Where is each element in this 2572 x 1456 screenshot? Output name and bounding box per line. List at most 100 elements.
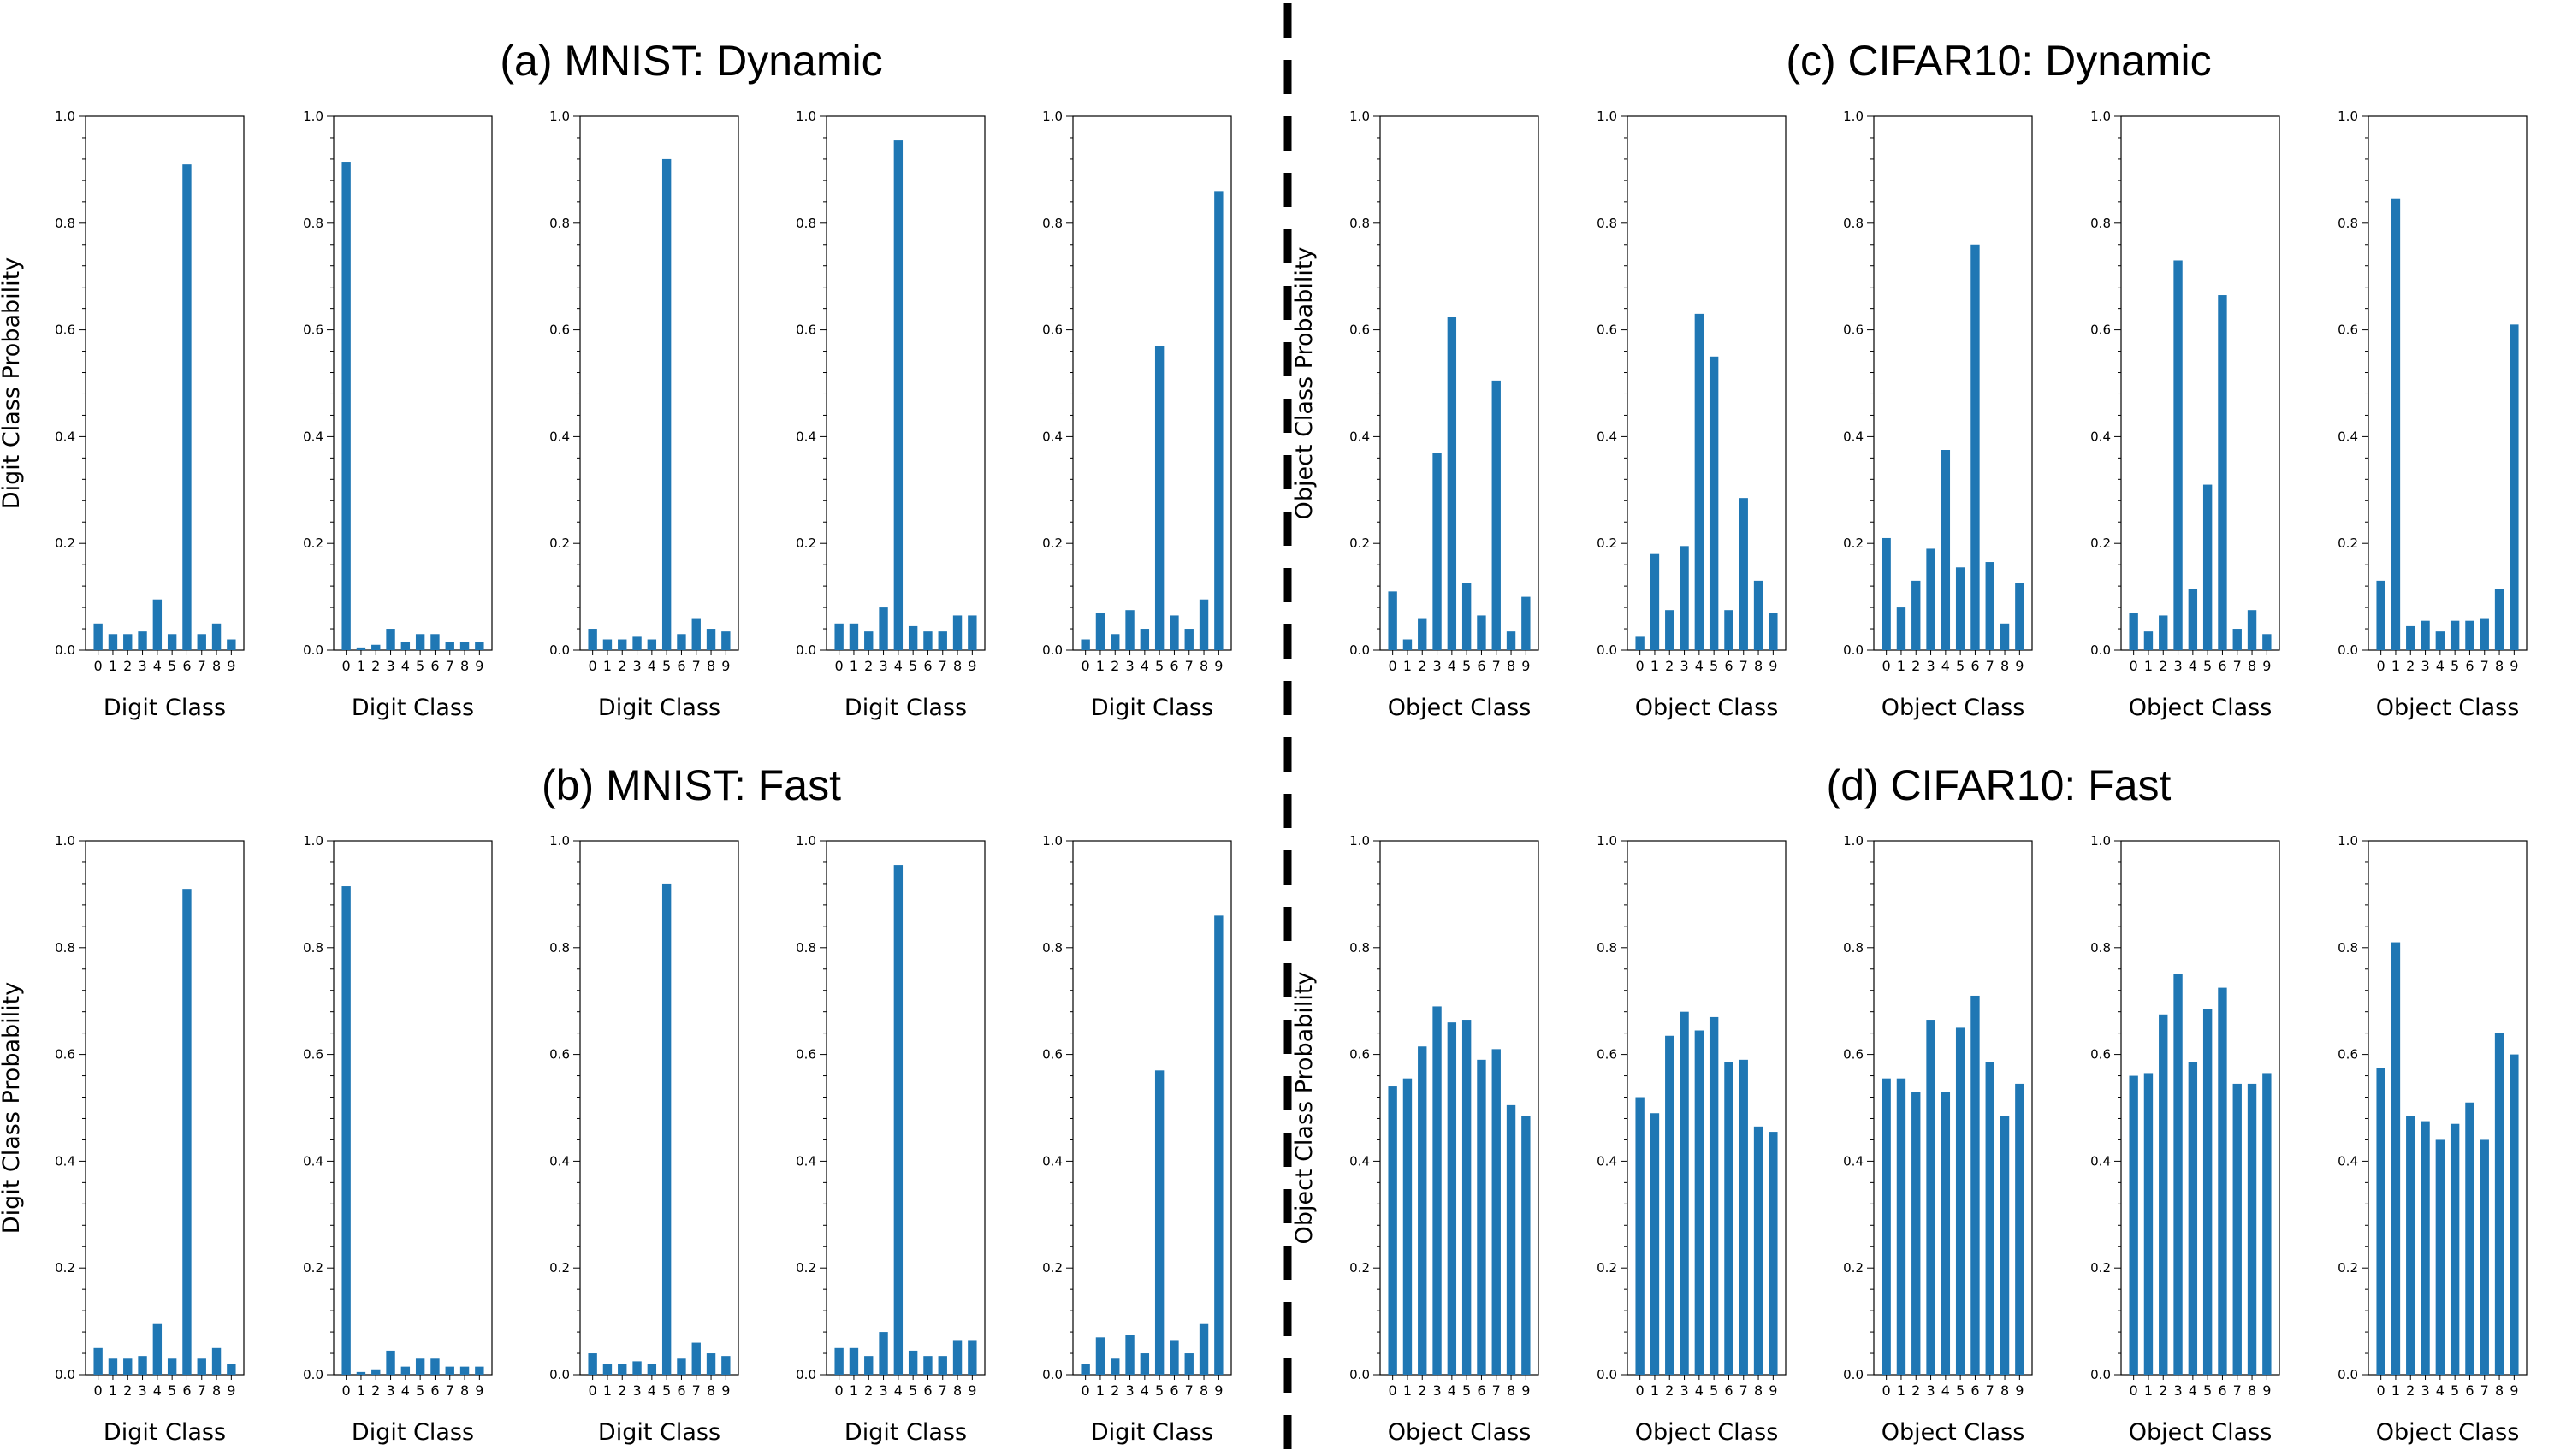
x-tick-label: 4	[401, 658, 410, 674]
x-tick-label: 0	[1636, 658, 1645, 674]
x-tick-label: 0	[2130, 1382, 2138, 1399]
y-tick-label: 0.2	[2338, 1260, 2358, 1275]
x-tick-label: 2	[123, 1382, 132, 1399]
bar	[108, 1358, 118, 1375]
bar	[123, 1358, 133, 1375]
y-tick-label: 0.6	[1843, 323, 1864, 338]
y-tick-label: 0.2	[1843, 1260, 1864, 1275]
bar	[2173, 260, 2183, 650]
bar	[938, 631, 947, 650]
x-tick-label: 2	[1665, 658, 1674, 674]
bar	[1739, 1059, 1748, 1375]
bar	[1506, 1104, 1516, 1375]
bar	[2391, 942, 2401, 1375]
x-tick-label: 2	[2406, 1382, 2415, 1399]
axes-frame	[579, 115, 739, 651]
bar	[1724, 1062, 1733, 1375]
bar	[475, 1366, 484, 1375]
x-tick-label: 0	[1636, 1382, 1645, 1399]
bar	[691, 618, 701, 650]
y-tick-label: 0.8	[2090, 940, 2111, 956]
bar	[849, 623, 859, 650]
y-tick-label: 0.0	[1349, 642, 1370, 658]
bar	[1926, 1020, 1935, 1375]
x-tick-label: 0	[2377, 1382, 2385, 1399]
bar	[93, 623, 103, 650]
bar	[1724, 610, 1733, 650]
bar	[706, 1353, 716, 1375]
bar	[1769, 613, 1778, 650]
bar	[1199, 1323, 1209, 1375]
bar	[400, 1366, 411, 1375]
bar	[1491, 380, 1501, 650]
x-tick-label: 6	[1970, 658, 1979, 674]
bar	[2376, 1068, 2385, 1375]
x-tick-label: 6	[923, 1382, 932, 1399]
x-tick-label: 9	[2510, 1382, 2518, 1399]
x-tick-label: 4	[1695, 1382, 1704, 1399]
x-tick-label: 3	[632, 658, 641, 674]
bar	[1985, 562, 1994, 650]
x-axis-label: Digit Class	[598, 695, 720, 721]
axes-frame	[2368, 840, 2528, 1376]
axes-frame	[1873, 840, 2033, 1376]
y-tick-label: 0.8	[796, 940, 816, 956]
y-tick-label: 0.8	[55, 940, 75, 956]
x-axis-label: Object Class	[1882, 1419, 2025, 1446]
bar	[197, 1358, 206, 1375]
y-tick-label: 0.8	[303, 216, 323, 231]
y-tick-label: 0.6	[1597, 323, 1617, 338]
bar	[2188, 1062, 2198, 1375]
x-tick-label: 6	[923, 658, 932, 674]
y-tick-label: 0.2	[1042, 536, 1063, 551]
y-tick-label: 0.2	[2090, 1260, 2111, 1275]
x-tick-label: 6	[2218, 1382, 2226, 1399]
bar	[1650, 553, 1660, 650]
x-tick-label: 4	[401, 1382, 410, 1399]
bar	[167, 1358, 177, 1375]
x-axis-label: Digit Class	[352, 695, 474, 721]
x-tick-label: 1	[603, 1382, 612, 1399]
bar	[952, 1340, 963, 1375]
x-tick-label: 7	[446, 658, 454, 674]
bar	[415, 634, 425, 650]
y-tick-label: 0.0	[2090, 1367, 2111, 1382]
x-tick-label: 5	[662, 658, 671, 674]
axes-frame	[1072, 840, 1232, 1376]
bar	[2159, 1014, 2168, 1375]
y-tick-label: 0.8	[1597, 940, 1617, 956]
bar	[400, 642, 411, 650]
bar	[1896, 607, 1906, 650]
bar	[430, 634, 440, 650]
bar	[721, 1356, 731, 1375]
bar	[211, 1347, 222, 1375]
x-tick-label: 8	[1507, 658, 1515, 674]
y-tick-label: 0.0	[55, 642, 75, 658]
x-tick-label: 7	[1986, 1382, 1994, 1399]
bar	[849, 1347, 859, 1375]
y-tick-label: 0.6	[303, 1047, 323, 1062]
x-tick-label: 3	[138, 1382, 146, 1399]
axes-frame	[1627, 115, 1787, 651]
panel-title: (d) CIFAR10: Fast	[1827, 761, 2172, 809]
y-tick-label: 1.0	[1349, 109, 1370, 124]
x-tick-label: 1	[2144, 658, 2153, 674]
y-tick-label: 0.6	[2338, 323, 2358, 338]
bar	[1461, 583, 1472, 650]
axes-frame	[826, 840, 986, 1376]
x-tick-label: 8	[2248, 658, 2256, 674]
y-tick-label: 0.2	[1349, 536, 1370, 551]
bar	[1694, 313, 1704, 650]
axes-frame	[826, 115, 986, 651]
subplot-1: 0.0 0.2 0.4 0.6 0.8 1.0 0 1 2 3 4 5 6 7 8 9 Digit Class	[55, 109, 245, 721]
subplot-2: 0.0 0.2 0.4 0.6 0.8 1.0 0 1 2 3 4 5 6 7 8 9 Object Class	[1597, 833, 1787, 1446]
bar	[2450, 620, 2460, 650]
bar	[341, 886, 351, 1375]
bar	[1140, 1353, 1150, 1375]
x-tick-label: 1	[1897, 658, 1905, 674]
y-tick-label: 0.4	[55, 1153, 75, 1169]
y-tick-label: 0.8	[2338, 940, 2358, 956]
bar	[1432, 1006, 1442, 1375]
x-tick-label: 6	[677, 658, 685, 674]
axes-frame	[1072, 115, 1232, 651]
